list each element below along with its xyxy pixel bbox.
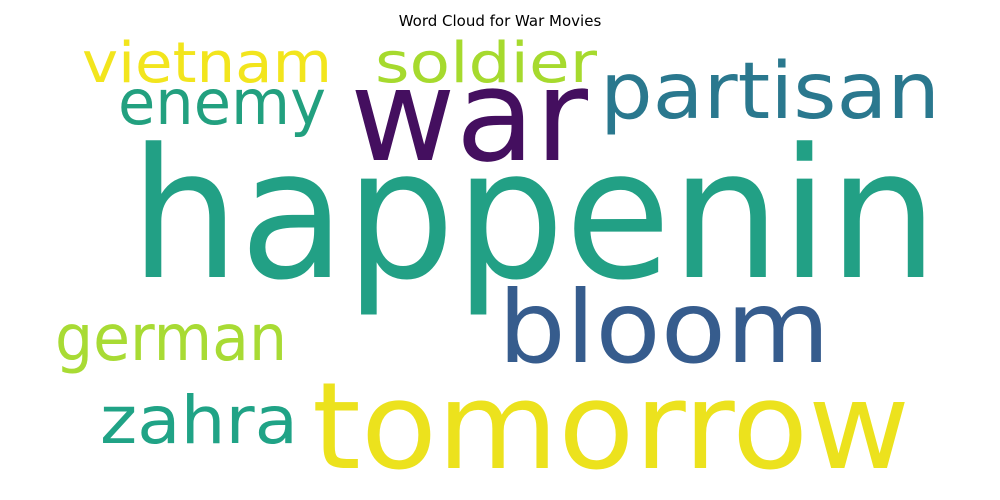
word-partisan: partisan	[600, 47, 940, 137]
word-bloom: bloom	[498, 269, 830, 386]
word-soldier: soldier	[375, 31, 598, 96]
chart-title: Word Cloud for War Movies	[398, 12, 602, 30]
word-vietnam: vietnam	[82, 31, 332, 96]
word-german: german	[55, 302, 287, 376]
word-happenin: happenin	[130, 111, 938, 320]
word-war: war	[350, 42, 588, 191]
word-zahra: zahra	[100, 382, 298, 459]
word-enemy: enemy	[118, 66, 326, 139]
word-tomorrow: tomorrow	[312, 358, 910, 497]
